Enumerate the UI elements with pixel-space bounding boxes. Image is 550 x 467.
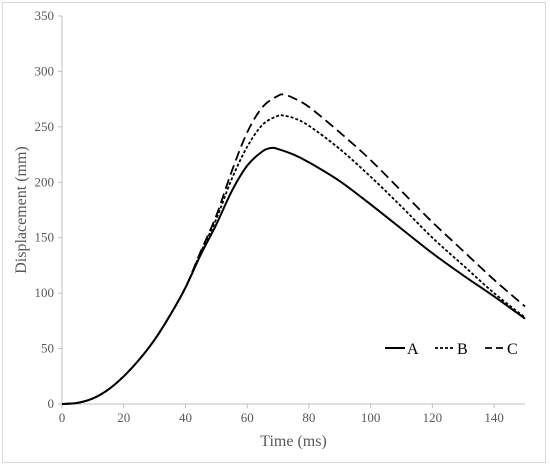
x-tick-label: 100 [361,410,381,425]
x-tick-label: 20 [117,410,130,425]
series-group [61,93,526,405]
y-axis-title: Displacement (mm) [13,146,30,274]
y-tick-label: 100 [35,285,55,300]
series-line-b [61,114,526,405]
x-tick-label: 40 [179,410,192,425]
y-tick-label: 0 [48,396,55,411]
x-tick-label: 120 [423,410,443,425]
y-tick-label: 300 [35,63,55,78]
x-axis-title: Time (ms) [260,433,327,450]
series-line-c [61,93,526,405]
y-axis-ticks: 0 50 100 150 200 250 300 350 [35,8,62,411]
x-tick-label: 0 [59,410,66,425]
y-tick-label: 250 [35,119,55,134]
x-tick-label: 60 [241,410,254,425]
chart-frame [2,2,546,463]
series-line-a [61,146,526,405]
x-axis-ticks: 0 20 40 60 80 100 120 140 [59,404,504,425]
legend: A B C [385,341,518,358]
y-tick-label: 50 [41,341,54,356]
x-tick-label: 140 [484,410,504,425]
y-tick-label: 350 [35,8,55,23]
legend-label-c: C [507,341,518,358]
x-tick-label: 80 [302,410,315,425]
legend-label-a: A [407,341,419,358]
legend-label-b: B [457,341,468,358]
y-tick-label: 150 [35,230,55,245]
y-tick-label: 200 [35,174,55,189]
